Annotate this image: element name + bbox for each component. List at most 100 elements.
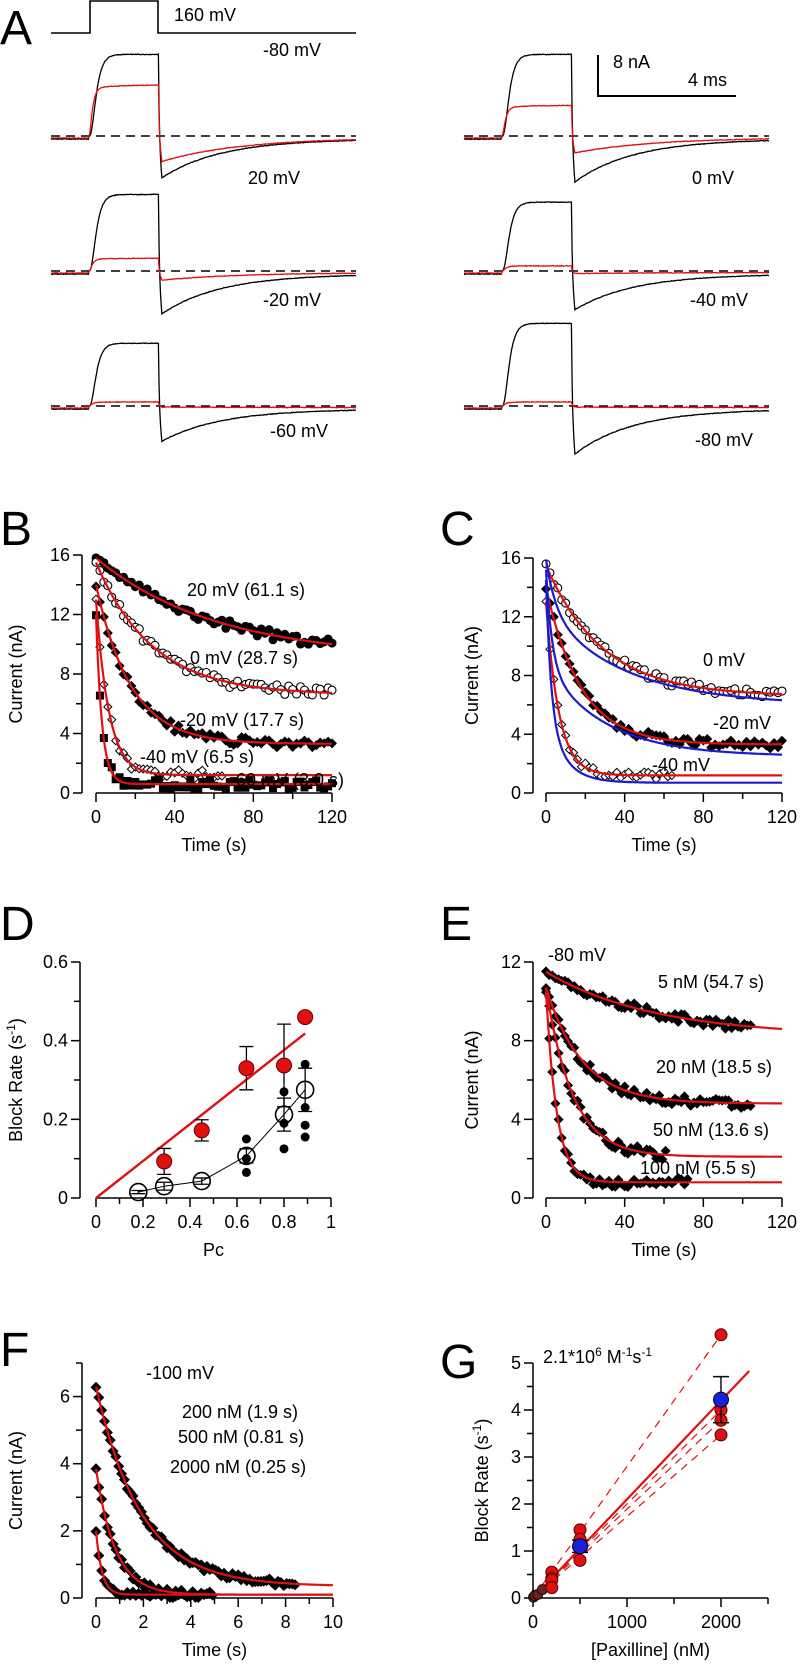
panel-label-f: F <box>0 1324 29 1377</box>
data-point-filled-square <box>296 777 305 786</box>
y-axis-title-text: Block Rate (s <box>6 1035 26 1142</box>
series-label: -20 mV <box>713 713 771 733</box>
data-point-filled-square <box>237 778 246 787</box>
double-exponential-fit-line <box>544 559 783 702</box>
y-tick-label: 12 <box>501 952 521 972</box>
y-axis-title: Current (nA) <box>462 626 482 725</box>
data-point-filled-square <box>221 784 230 793</box>
x-axis-title: [Paxilline] (nM) <box>591 1640 710 1660</box>
red-data-point <box>276 1057 292 1074</box>
open-mean-error-bar <box>194 1177 209 1185</box>
y-tick-label: 12 <box>50 605 70 625</box>
series-label: -40 mV (6.5 s) <box>140 747 254 767</box>
red-data-point <box>238 1060 255 1077</box>
y-axis-title: Current (nA) <box>6 624 26 723</box>
series-label: -60 mV (3.0 s) <box>230 770 344 790</box>
data-point-filled-circle <box>221 623 231 633</box>
x-tick-label: 6 <box>233 1612 243 1632</box>
y-axis-title: Current (nA) <box>6 1431 26 1530</box>
single-exponential-fit-line <box>544 602 782 777</box>
data-point-filled-square <box>312 776 321 785</box>
series-label: 20 mV (61.1 s) <box>187 580 305 600</box>
individual-data-point <box>241 1134 251 1144</box>
y-tick-label: 2 <box>60 1521 70 1541</box>
data-point-filled-square <box>269 784 277 793</box>
data-point-filled-diamond <box>607 714 618 725</box>
y-tick-label: 8 <box>511 666 521 686</box>
red-fit-line <box>95 1032 306 1199</box>
single-exponential-fit-line <box>94 1468 333 1596</box>
open-mean-point <box>129 1182 148 1202</box>
trace-voltage-label: -80 mV <box>695 430 753 450</box>
x-tick-label: 2000 <box>701 1612 741 1632</box>
open-mean-point <box>237 1146 256 1166</box>
x-tick-label: 0 <box>541 807 551 827</box>
y-axis-title-text: Current (nA) <box>6 624 26 723</box>
data-point-filled-square <box>233 783 242 792</box>
panel-e: 0 40 80 120 0 4 8 12 Time (s) Current (nA) 5 nM (5… <box>462 945 797 1260</box>
scale-bar-time-label: 4 ms <box>688 70 727 90</box>
data-point-filled-square <box>245 775 254 784</box>
x-axis-title: Time (s) <box>631 835 696 855</box>
y-tick-label: 4 <box>60 724 70 744</box>
data-point-filled-square <box>229 777 238 786</box>
trace-voltage-label: -60 mV <box>270 421 328 441</box>
x-tick-label: 1000 <box>607 1612 647 1632</box>
single-exponential-fit-line <box>544 564 783 696</box>
y-tick-label: 4 <box>511 1400 521 1420</box>
single-exponential-fit-line <box>544 587 783 746</box>
data-point-filled-square <box>154 775 163 784</box>
series-label: -40 mV <box>652 755 710 775</box>
data-point-filled-diamond <box>660 1145 671 1156</box>
trace-voltage-label: 20 mV <box>248 168 300 188</box>
series-label: 100 nM (5.5 s) <box>640 1158 756 1178</box>
x-tick-label: 8 <box>281 1612 291 1632</box>
red-data-point <box>297 1009 314 1026</box>
data-point-filled-square <box>265 776 274 785</box>
rate-constant-annotation: 2.1*106 M-1s-1 <box>543 1345 652 1367</box>
panel-label-b: B <box>0 503 32 556</box>
cell-data-point <box>714 1428 728 1442</box>
mean-data-point <box>713 1391 729 1408</box>
y-tick-label: 0 <box>58 1188 68 1208</box>
x-tick-label: 0 <box>91 1212 101 1232</box>
x-tick-label: 0.2 <box>130 1212 155 1232</box>
data-point-filled-square <box>280 777 289 786</box>
y-axis-title-text: Current (nA) <box>6 1431 26 1530</box>
voltage-label: -80 mV <box>548 945 606 965</box>
open-mean-point <box>192 1171 212 1191</box>
control-current-trace <box>463 201 770 311</box>
x-tick-label: 40 <box>615 807 635 827</box>
data-point-filled-circle <box>264 625 274 635</box>
voltage-protocol <box>51 0 356 34</box>
data-point-filled-square <box>241 783 250 792</box>
data-point-filled-square <box>288 783 297 792</box>
data-point-filled-diamond <box>673 1016 684 1027</box>
y-tick-label: 0 <box>511 1588 521 1608</box>
single-exponential-fit-line <box>94 561 332 694</box>
control-current-trace <box>463 53 770 184</box>
series-label: -20 mV (17.7 s) <box>180 710 304 730</box>
y-tick-label: 0.6 <box>43 952 68 972</box>
data-point-filled-square <box>206 774 215 783</box>
blocked-current-trace <box>50 84 357 163</box>
y-axis-title-superscript: -1 <box>4 1024 18 1035</box>
data-point-filled-square <box>194 784 203 793</box>
per-cell-dashed-fit-line <box>532 1334 722 1599</box>
panel-label-e: E <box>440 898 472 951</box>
scale-bar <box>597 55 736 97</box>
control-current-trace <box>50 193 357 316</box>
y-axis-title-text: Block Rate (s <box>472 1435 492 1542</box>
y-tick-label: 12 <box>501 607 521 627</box>
data-point-filled-square <box>115 773 124 782</box>
panel-label-c: C <box>440 503 475 556</box>
data-point-filled-square <box>107 763 116 772</box>
x-tick-label: 2 <box>138 1612 148 1632</box>
control-current-trace <box>50 342 356 443</box>
open-mean-error-bar <box>157 1181 172 1191</box>
x-tick-label: 0 <box>91 1612 101 1632</box>
y-tick-label: 0.4 <box>43 1031 68 1051</box>
series-label: 50 nM (13.6 s) <box>653 1120 769 1140</box>
y-tick-label: 1 <box>511 1541 521 1561</box>
single-exponential-fit-line <box>544 987 782 1105</box>
